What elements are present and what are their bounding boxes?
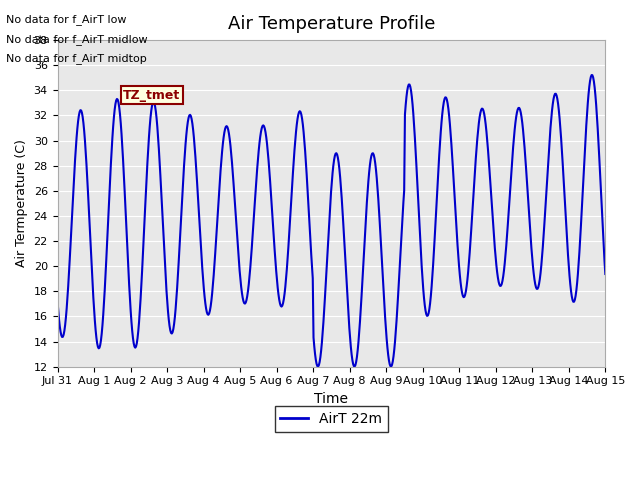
- X-axis label: Time: Time: [314, 392, 348, 406]
- Text: TZ_tmet: TZ_tmet: [124, 89, 180, 102]
- Text: No data for f_AirT low: No data for f_AirT low: [6, 14, 127, 25]
- Text: No data for f_AirT midlow: No data for f_AirT midlow: [6, 34, 148, 45]
- Title: Air Temperature Profile: Air Temperature Profile: [228, 15, 435, 33]
- Text: No data for f_AirT midtop: No data for f_AirT midtop: [6, 53, 147, 64]
- Y-axis label: Air Termperature (C): Air Termperature (C): [15, 139, 28, 267]
- Legend: AirT 22m: AirT 22m: [275, 407, 388, 432]
